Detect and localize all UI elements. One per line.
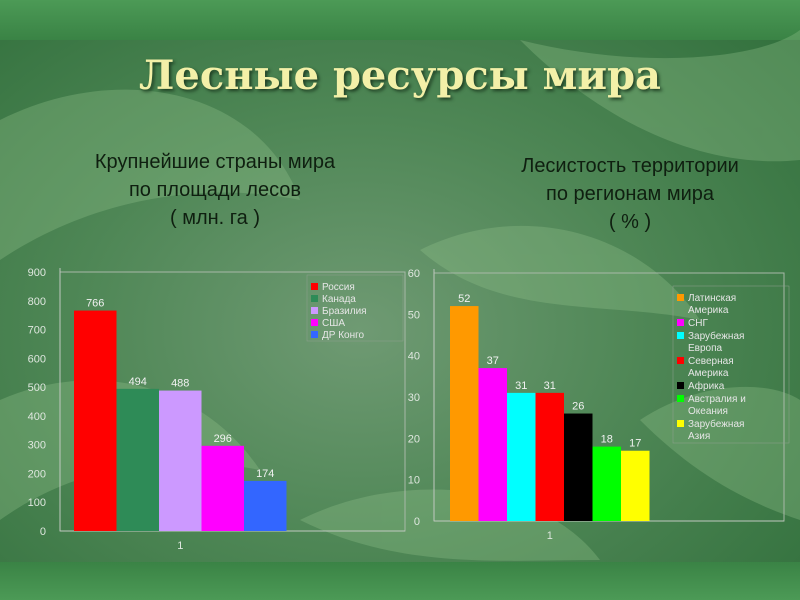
legend-swatch (311, 331, 318, 338)
bar (201, 445, 244, 531)
y-tick-label: 0 (40, 526, 46, 538)
y-tick-label: 0 (414, 516, 420, 528)
legend-swatch (311, 307, 318, 314)
legend-entry: Америка (688, 368, 729, 379)
y-tick-label: 10 (408, 475, 420, 487)
bar (592, 446, 621, 521)
bar (244, 480, 287, 531)
legend-entry: США (322, 318, 345, 329)
data-label: 31 (515, 380, 527, 392)
y-tick-label: 700 (28, 325, 46, 337)
legend-swatch (677, 382, 684, 389)
data-label: 18 (601, 434, 613, 446)
y-tick-label: 900 (28, 267, 46, 279)
data-label: 17 (629, 438, 641, 450)
bar (535, 392, 564, 521)
legend-entry: Северная (688, 356, 734, 367)
legend-entry: СНГ (688, 318, 708, 329)
x-category-label: 1 (547, 530, 553, 542)
legend-entry: ДР Конго (322, 330, 365, 341)
y-tick-label: 40 (408, 351, 420, 363)
legend-entry: Америка (688, 305, 729, 316)
bar (159, 390, 202, 531)
legend-entry: Бразилия (322, 306, 367, 317)
y-tick-label: 200 (28, 468, 46, 480)
data-label: 52 (458, 293, 470, 305)
y-tick-label: 300 (28, 440, 46, 452)
bar (116, 388, 159, 531)
data-label: 766 (86, 298, 104, 310)
data-label: 494 (129, 376, 147, 388)
top-band (0, 0, 800, 40)
legend-swatch (677, 395, 684, 402)
legend-swatch (311, 319, 318, 326)
leaf-shape (0, 89, 300, 260)
caption-line: по площади лесов (128, 179, 302, 201)
legend-swatch (677, 319, 684, 326)
data-label: 31 (544, 380, 556, 392)
caption-line: Лесистость территории (521, 155, 739, 177)
caption-line: по регионам мира (546, 183, 714, 205)
y-tick-label: 500 (28, 382, 46, 394)
bottom-band (0, 562, 800, 600)
bar (507, 392, 536, 521)
bar (450, 306, 479, 521)
legend-swatch (677, 294, 684, 301)
data-label: 26 (572, 401, 584, 413)
right-chart-caption: Лесистость территории по регионам мира (… (460, 152, 800, 236)
data-label: 37 (487, 355, 499, 367)
legend-swatch (311, 283, 318, 290)
y-tick-label: 20 (408, 433, 420, 445)
caption-line: Крупнейшие страны мира (94, 151, 336, 173)
data-label: 174 (256, 468, 274, 480)
y-tick-label: 100 (28, 497, 46, 509)
legend-entry: Азия (688, 431, 710, 442)
legend-swatch (677, 357, 684, 364)
data-label: 488 (171, 378, 189, 390)
caption-line: ( % ) (608, 211, 652, 233)
leaf-shape (520, 30, 800, 162)
legend-entry: Канада (322, 294, 356, 305)
legend-entry: Зарубежная (688, 330, 744, 342)
legend-entry: Океания (688, 406, 728, 417)
bar (478, 368, 507, 521)
bar (564, 413, 593, 521)
legend-frame (306, 274, 404, 342)
legend-entry: Европа (688, 343, 723, 354)
left-chart-caption: Крупнейшие страны мира по площади лесов … (40, 148, 390, 232)
slide-title: Лесные ресурсы мира (139, 52, 661, 99)
y-tick-label: 30 (408, 392, 420, 404)
legend-entry: Африка (688, 380, 725, 392)
legend-entry: Австралия и (688, 394, 746, 405)
data-label: 296 (214, 433, 232, 445)
legend-entry: Латинская (688, 293, 736, 304)
y-tick-label: 60 (408, 268, 420, 280)
y-tick-label: 50 (408, 309, 420, 321)
legend-frame (672, 285, 790, 444)
caption-line: ( млн. га ) (170, 207, 260, 229)
y-tick-label: 400 (28, 411, 46, 423)
legend-swatch (677, 332, 684, 339)
x-category-label: 1 (177, 540, 183, 552)
legend-entry: Россия (322, 282, 355, 293)
bar (74, 310, 117, 531)
bar (621, 450, 650, 521)
legend-swatch (311, 295, 318, 302)
legend-swatch (677, 420, 684, 427)
legend-entry: Зарубежная (688, 418, 744, 430)
y-tick-label: 600 (28, 353, 46, 365)
y-tick-label: 800 (28, 296, 46, 308)
